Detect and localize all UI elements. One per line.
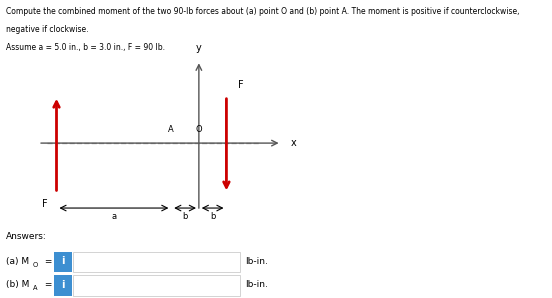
FancyBboxPatch shape [72,252,240,272]
Text: A: A [168,125,174,134]
Text: F: F [238,80,243,90]
Text: O: O [195,125,202,134]
Text: y: y [196,43,201,53]
Text: a: a [112,212,116,221]
FancyBboxPatch shape [54,275,72,296]
Text: b: b [210,212,215,221]
Text: O: O [33,262,38,268]
Text: b: b [182,212,188,221]
Text: =: = [42,280,52,289]
Text: i: i [61,280,65,290]
Text: Compute the combined moment of the two 90-lb forces about (a) point O and (b) po: Compute the combined moment of the two 9… [6,7,519,16]
Text: =: = [42,257,52,266]
FancyBboxPatch shape [72,275,240,296]
Text: F: F [42,199,48,209]
Text: A: A [33,285,37,291]
Text: (a) M: (a) M [6,257,29,266]
FancyBboxPatch shape [54,252,72,272]
Text: i: i [61,256,65,266]
Text: Answers:: Answers: [6,232,47,241]
Text: negative if clockwise.: negative if clockwise. [6,25,88,34]
Text: lb-in.: lb-in. [245,280,268,289]
Text: Assume a = 5.0 in., b = 3.0 in., F = 90 lb.: Assume a = 5.0 in., b = 3.0 in., F = 90 … [6,43,165,52]
Text: (b) M: (b) M [6,280,29,289]
Text: x: x [291,138,296,148]
Text: lb-in.: lb-in. [245,257,268,266]
